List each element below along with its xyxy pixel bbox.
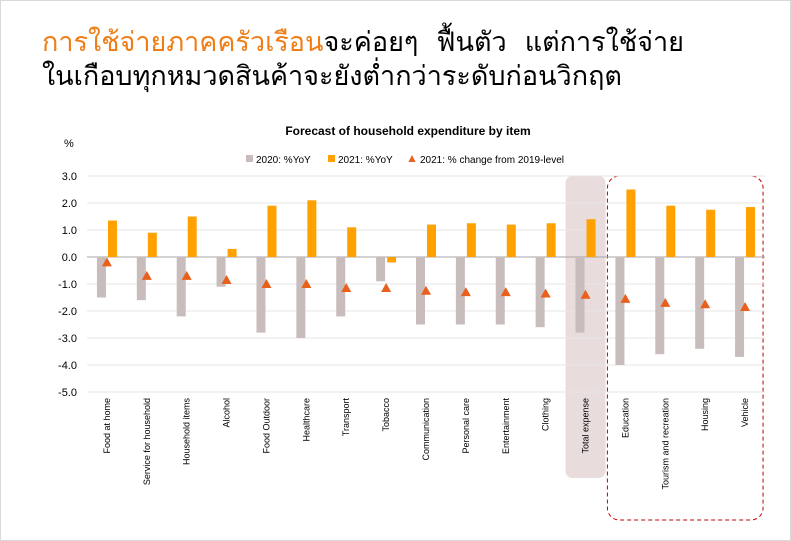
bar-2021 — [546, 223, 556, 257]
legend-label-2020: 2020: %YoY — [256, 155, 311, 166]
bar-2020 — [176, 257, 186, 317]
headline-part-2: ฟื้นตัว — [436, 27, 507, 58]
legend-marker-change — [408, 155, 416, 162]
y-axis-unit: % — [64, 138, 74, 150]
bar-2020 — [655, 257, 665, 355]
headline-line-2: ในเกือบทุกหมวดสินค้าจะยังต่ำกว่าระดับก่อ… — [42, 61, 622, 92]
category-label: Food at home — [102, 398, 112, 454]
bar-2021 — [626, 189, 636, 257]
bar-2021 — [746, 207, 756, 257]
headline-part-3: แต่การใช้จ่าย — [524, 27, 684, 58]
y-tick-label: 1.0 — [62, 225, 77, 237]
bar-2021 — [466, 223, 476, 257]
y-tick-label: 3.0 — [62, 171, 77, 183]
marker-change-2019 — [221, 274, 232, 284]
category-label: Total expense — [581, 398, 591, 454]
chart-labels-layer: 3.0 2.0 1.0 0.0 -1.0 -2.0 -3.0 -4.0 -5.0 Food at … — [58, 171, 750, 490]
bar-2021 — [187, 216, 197, 257]
marker-change-2019 — [341, 283, 352, 293]
bar-2021 — [387, 257, 397, 263]
y-tick-label: -2.0 — [58, 306, 77, 318]
headline-highlight: การใช้จ่ายภาคครัวเรือน — [42, 27, 324, 58]
category-label: Education — [620, 398, 630, 438]
category-label: Clothing — [541, 398, 551, 431]
bar-2020 — [256, 257, 266, 333]
category-label: Transport — [341, 398, 351, 437]
chart-bars-layer — [96, 189, 756, 365]
chart-grid-layer — [87, 175, 765, 393]
category-label: Alcohol — [222, 398, 232, 428]
chart-title: Forecast of household expenditure by ite… — [285, 124, 530, 138]
bar-2021 — [267, 205, 277, 257]
bar-2021 — [586, 219, 596, 257]
y-tick-label: -1.0 — [58, 279, 77, 291]
bar-2020 — [615, 257, 625, 365]
bar-2020 — [296, 257, 306, 338]
category-label: Household items — [182, 398, 192, 466]
legend-label-2021: 2021: %YoY — [338, 155, 393, 166]
bar-2021 — [307, 200, 317, 257]
bar-2020 — [735, 257, 745, 357]
y-tick-label: 0.0 — [62, 252, 77, 264]
marker-change-2019 — [580, 289, 591, 299]
bar-2021 — [347, 227, 357, 257]
category-label: Entertainment — [501, 398, 511, 455]
category-label: Tobacco — [381, 398, 391, 432]
headline-line-1: การใช้จ่ายภาคครัวเรือนจะค่อยๆ ฟื้นตัว แต่ก… — [42, 26, 782, 60]
category-label: Healthcare — [301, 398, 311, 442]
bar-2020 — [495, 257, 505, 325]
headline-part-1: จะค่อยๆ — [323, 27, 419, 58]
bar-2021 — [107, 220, 117, 257]
bar-2020 — [575, 257, 585, 333]
legend-swatch-2021 — [328, 155, 335, 162]
marker-change-2019 — [181, 270, 192, 280]
legend-label-change: 2021: % change from 2019-level — [420, 155, 564, 166]
y-tick-label: -4.0 — [58, 360, 77, 372]
bar-2020 — [455, 257, 465, 325]
chart-legend: 2020: %YoY 2021: %YoY 2021: % change fro… — [246, 155, 564, 166]
marker-change-2019 — [261, 279, 272, 288]
y-tick-label: -5.0 — [58, 387, 77, 399]
chart-markers-layer — [101, 257, 751, 311]
bar-2020 — [96, 257, 106, 298]
marker-change-2019 — [740, 301, 751, 311]
marker-change-2019 — [540, 288, 551, 298]
y-tick-label: 2.0 — [62, 198, 77, 210]
marker-change-2019 — [500, 287, 511, 297]
bar-2020 — [136, 257, 146, 301]
category-label: Personal care — [461, 398, 471, 454]
bar-2020 — [695, 257, 705, 349]
marker-change-2019 — [620, 293, 631, 303]
bar-2020 — [376, 257, 386, 282]
category-label: Vehicle — [740, 398, 750, 427]
category-label: Communication — [421, 398, 431, 461]
bar-2020 — [416, 257, 425, 325]
marker-change-2019 — [421, 285, 431, 295]
bar-2021 — [666, 205, 676, 257]
headline: การใช้จ่ายภาคครัวเรือนจะค่อยๆ ฟื้นตัว แต่ก… — [42, 26, 782, 94]
bar-2020 — [336, 257, 346, 317]
category-label: Food Outdoor — [261, 398, 271, 454]
category-label: Tourism and recreation — [660, 398, 670, 490]
marker-change-2019 — [660, 297, 671, 307]
bar-2020 — [535, 257, 545, 328]
marker-change-2019 — [381, 283, 392, 293]
marker-change-2019 — [460, 287, 471, 297]
marker-change-2019 — [141, 270, 152, 280]
category-label: Service for household — [142, 398, 152, 485]
bar-2021 — [227, 248, 237, 257]
category-label: Housing — [700, 398, 710, 431]
bar-2020 — [216, 257, 226, 287]
y-tick-label: -3.0 — [58, 333, 77, 345]
marker-change-2019 — [700, 299, 711, 309]
bar-2021 — [706, 209, 716, 257]
bar-2021 — [427, 224, 436, 257]
bar-2021 — [506, 224, 516, 257]
legend-swatch-2020 — [246, 155, 253, 162]
marker-change-2019 — [301, 279, 312, 288]
bar-2021 — [147, 232, 157, 257]
marker-change-2019 — [101, 257, 112, 267]
